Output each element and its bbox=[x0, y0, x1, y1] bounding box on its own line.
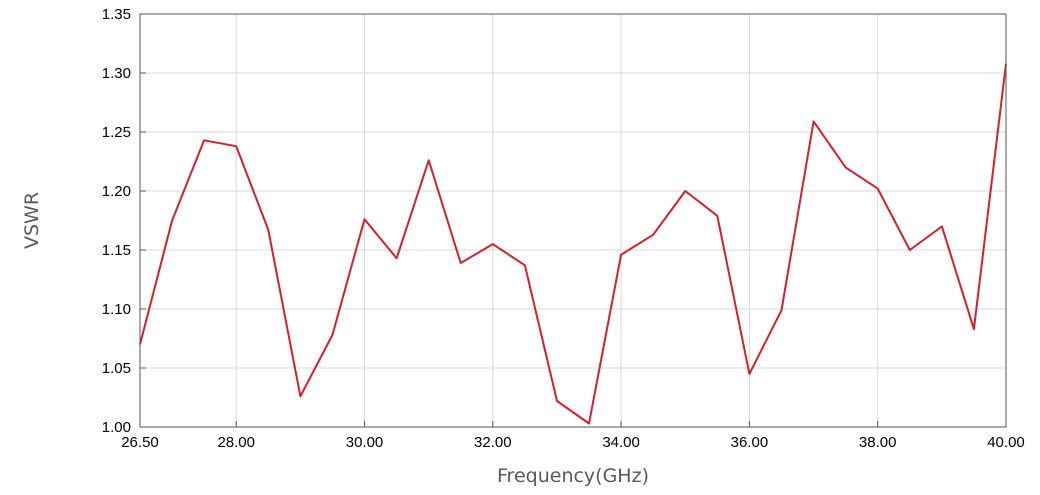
x-tick-label: 32.00 bbox=[474, 434, 512, 451]
x-tick-label: 36.00 bbox=[731, 434, 769, 451]
y-tick-label: 1.05 bbox=[102, 360, 131, 377]
y-tick-label: 1.35 bbox=[102, 6, 131, 23]
y-tick-label: 1.20 bbox=[102, 183, 131, 200]
y-tick-label: 1.15 bbox=[102, 242, 131, 259]
x-tick-label: 26.50 bbox=[121, 434, 159, 451]
y-tick-label: 1.10 bbox=[102, 301, 131, 318]
x-axis-label: Frequency(GHz) bbox=[497, 465, 649, 487]
grid-lines bbox=[139, 13, 1007, 428]
x-tick-label: 38.00 bbox=[859, 434, 897, 451]
x-tick-label: 34.00 bbox=[602, 434, 640, 451]
x-tick-label: 40.00 bbox=[987, 434, 1025, 451]
plot-frame bbox=[139, 13, 1007, 428]
y-tick-label: 1.00 bbox=[102, 419, 131, 436]
x-tick-label: 30.00 bbox=[346, 434, 384, 451]
vswr-series-line bbox=[139, 63, 1007, 425]
x-tick-labels: 26.50 28.00 30.00 32.00 34.00 36.00 38.00 40.00 bbox=[121, 434, 1025, 451]
y-tick-label: 1.30 bbox=[102, 65, 131, 82]
y-tick-label: 1.25 bbox=[102, 124, 131, 141]
y-tick-labels: 1.00 1.05 1.10 1.15 1.20 1.25 1.30 1.35 bbox=[102, 6, 131, 436]
y-axis-label: VSWR bbox=[21, 192, 43, 249]
series-lines bbox=[139, 63, 1007, 425]
x-tick-label: 28.00 bbox=[217, 434, 255, 451]
